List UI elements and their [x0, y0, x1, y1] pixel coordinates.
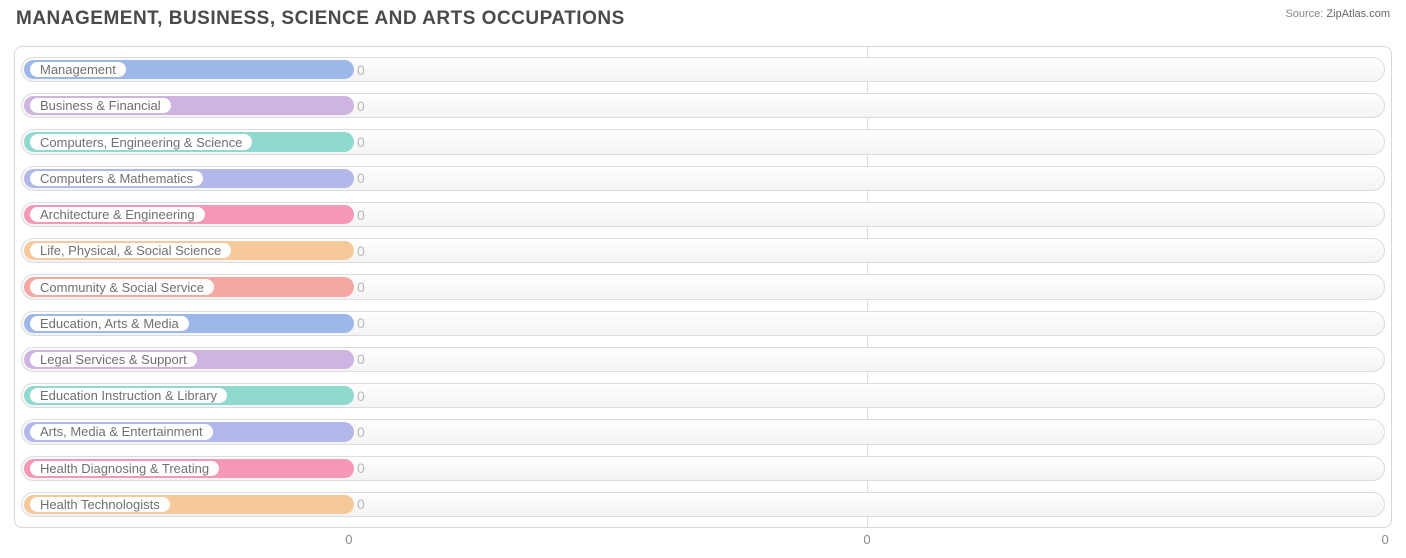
bar-label: Legal Services & Support: [30, 352, 197, 367]
bar-row: Legal Services & Support 0: [21, 345, 1385, 374]
bars-container: Management0Business & Financial0Computer…: [15, 47, 1391, 527]
bar-value: 0: [357, 55, 365, 84]
bar-row: Education, Arts & Media 0: [21, 309, 1385, 338]
bar-row: Computers & Mathematics 0: [21, 164, 1385, 193]
bar-row: Architecture & Engineering 0: [21, 200, 1385, 229]
bar-row: Business & Financial 0: [21, 91, 1385, 120]
bar-row: Life, Physical, & Social Science 0: [21, 236, 1385, 265]
bar-fill: Community & Social Service: [24, 277, 354, 296]
bar-fill: Arts, Media & Entertainment: [24, 422, 354, 441]
bar-label: Computers, Engineering & Science: [30, 134, 252, 149]
bar-value: 0: [357, 381, 365, 410]
bar-label: Health Technologists: [30, 497, 170, 512]
chart-header: MANAGEMENT, BUSINESS, SCIENCE AND ARTS O…: [0, 0, 1406, 34]
bar-value: 0: [357, 200, 365, 229]
bar-row: Education Instruction & Library 0: [21, 381, 1385, 410]
bar-label: Architecture & Engineering: [30, 207, 205, 222]
bar-label: Life, Physical, & Social Science: [30, 243, 231, 258]
bar-row: Arts, Media & Entertainment 0: [21, 417, 1385, 446]
bar-fill: Life, Physical, & Social Science: [24, 241, 354, 260]
bar-label: Education, Arts & Media: [30, 316, 189, 331]
axis-tick: 0: [863, 532, 870, 547]
axis-tick: 0: [1381, 532, 1388, 547]
bar-row: Health Diagnosing & Treating 0: [21, 454, 1385, 483]
bar-fill: Education Instruction & Library: [24, 386, 354, 405]
bar-fill: Computers, Engineering & Science: [24, 132, 354, 151]
x-axis: 0 0 0: [14, 532, 1392, 550]
bar-fill: Business & Financial: [24, 96, 354, 115]
chart-plot: Management0Business & Financial0Computer…: [14, 46, 1392, 528]
source-value: ZipAtlas.com: [1326, 8, 1390, 20]
bar-fill: Health Technologists: [24, 495, 354, 514]
bar-fill: Management: [24, 60, 354, 79]
source-attribution: Source: ZipAtlas.com: [1285, 8, 1390, 20]
bar-value: 0: [357, 91, 365, 120]
bar-label: Community & Social Service: [30, 279, 214, 294]
bar-row: Management 0: [21, 55, 1385, 84]
bar-label: Arts, Media & Entertainment: [30, 424, 213, 439]
bar-value: 0: [357, 309, 365, 338]
axis-tick: 0: [345, 532, 352, 547]
bar-fill: Architecture & Engineering: [24, 205, 354, 224]
bar-fill: Education, Arts & Media: [24, 314, 354, 333]
bar-value: 0: [357, 454, 365, 483]
bar-row: Community & Social Service 0: [21, 272, 1385, 301]
bar-value: 0: [357, 345, 365, 374]
bar-value: 0: [357, 490, 365, 519]
bar-label: Business & Financial: [30, 98, 171, 113]
chart-area: Management0Business & Financial0Computer…: [0, 34, 1406, 556]
bar-label: Health Diagnosing & Treating: [30, 461, 219, 476]
bar-fill: Computers & Mathematics: [24, 169, 354, 188]
bar-value: 0: [357, 272, 365, 301]
bar-label: Computers & Mathematics: [30, 171, 203, 186]
chart-title: MANAGEMENT, BUSINESS, SCIENCE AND ARTS O…: [16, 8, 625, 30]
bar-value: 0: [357, 417, 365, 446]
bar-value: 0: [357, 127, 365, 156]
bar-label: Management: [30, 62, 126, 77]
source-label: Source:: [1285, 8, 1323, 20]
bar-fill: Health Diagnosing & Treating: [24, 459, 354, 478]
bar-row: Computers, Engineering & Science 0: [21, 127, 1385, 156]
bar-row: Health Technologists 0: [21, 490, 1385, 519]
bar-fill: Legal Services & Support: [24, 350, 354, 369]
bar-value: 0: [357, 236, 365, 265]
bar-label: Education Instruction & Library: [30, 388, 227, 403]
bar-value: 0: [357, 164, 365, 193]
